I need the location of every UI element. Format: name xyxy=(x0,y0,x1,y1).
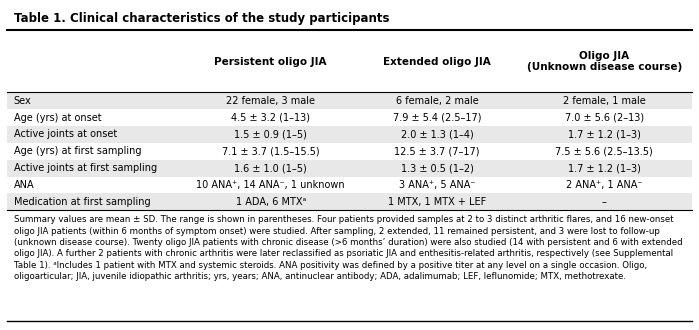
Text: 22 female, 3 male: 22 female, 3 male xyxy=(226,96,315,106)
Text: Oligo JIA
(Unknown disease course): Oligo JIA (Unknown disease course) xyxy=(527,51,682,72)
Text: Extended oligo JIA: Extended oligo JIA xyxy=(383,56,491,67)
Text: 1.5 ± 0.9 (1–5): 1.5 ± 0.9 (1–5) xyxy=(234,129,307,139)
Text: 7.5 ± 5.6 (2.5–13.5): 7.5 ± 5.6 (2.5–13.5) xyxy=(556,146,653,156)
Text: ANA: ANA xyxy=(14,180,34,190)
Text: 12.5 ± 3.7 (7–17): 12.5 ± 3.7 (7–17) xyxy=(394,146,480,156)
Text: 1.7 ± 1.2 (1–3): 1.7 ± 1.2 (1–3) xyxy=(568,129,641,139)
Text: 1.6 ± 1.0 (1–5): 1.6 ± 1.0 (1–5) xyxy=(234,163,307,173)
Bar xyxy=(7,92,692,109)
Text: Sex: Sex xyxy=(14,96,31,106)
Bar xyxy=(7,177,692,193)
Text: Table 1. Clinical characteristics of the study participants: Table 1. Clinical characteristics of the… xyxy=(14,12,389,25)
Text: 2 female, 1 male: 2 female, 1 male xyxy=(563,96,646,106)
Text: 1 MTX, 1 MTX + LEF: 1 MTX, 1 MTX + LEF xyxy=(388,197,487,207)
Bar xyxy=(7,143,692,160)
Text: 2.0 ± 1.3 (1–4): 2.0 ± 1.3 (1–4) xyxy=(401,129,473,139)
Text: 10 ANA⁺, 14 ANA⁻, 1 unknown: 10 ANA⁺, 14 ANA⁻, 1 unknown xyxy=(196,180,345,190)
Text: 1 ADA, 6 MTXᵃ: 1 ADA, 6 MTXᵃ xyxy=(236,197,306,207)
Text: 2 ANA⁺, 1 ANA⁻: 2 ANA⁺, 1 ANA⁻ xyxy=(566,180,642,190)
Text: –: – xyxy=(602,197,607,207)
Bar xyxy=(7,193,692,210)
Text: 1.7 ± 1.2 (1–3): 1.7 ± 1.2 (1–3) xyxy=(568,163,641,173)
Bar xyxy=(7,31,692,92)
Text: Medication at first sampling: Medication at first sampling xyxy=(14,197,150,207)
Bar xyxy=(7,160,692,177)
Text: 4.5 ± 3.2 (1–13): 4.5 ± 3.2 (1–13) xyxy=(231,113,310,122)
Text: Age (yrs) at onset: Age (yrs) at onset xyxy=(14,113,101,122)
Bar xyxy=(7,126,692,143)
Text: Active joints at first sampling: Active joints at first sampling xyxy=(14,163,157,173)
Text: Age (yrs) at first sampling: Age (yrs) at first sampling xyxy=(14,146,141,156)
Text: 7.1 ± 3.7 (1.5–15.5): 7.1 ± 3.7 (1.5–15.5) xyxy=(222,146,319,156)
Bar xyxy=(7,109,692,126)
Text: 7.0 ± 5.6 (2–13): 7.0 ± 5.6 (2–13) xyxy=(565,113,644,122)
Text: 7.9 ± 5.4 (2.5–17): 7.9 ± 5.4 (2.5–17) xyxy=(393,113,482,122)
Text: Summary values are mean ± SD. The range is shown in parentheses. Four patients p: Summary values are mean ± SD. The range … xyxy=(14,215,682,281)
Text: Active joints at onset: Active joints at onset xyxy=(14,129,117,139)
Text: 1.3 ± 0.5 (1–2): 1.3 ± 0.5 (1–2) xyxy=(401,163,474,173)
Text: 3 ANA⁺, 5 ANA⁻: 3 ANA⁺, 5 ANA⁻ xyxy=(399,180,475,190)
Text: Persistent oligo JIA: Persistent oligo JIA xyxy=(215,56,327,67)
Text: 6 female, 2 male: 6 female, 2 male xyxy=(396,96,479,106)
